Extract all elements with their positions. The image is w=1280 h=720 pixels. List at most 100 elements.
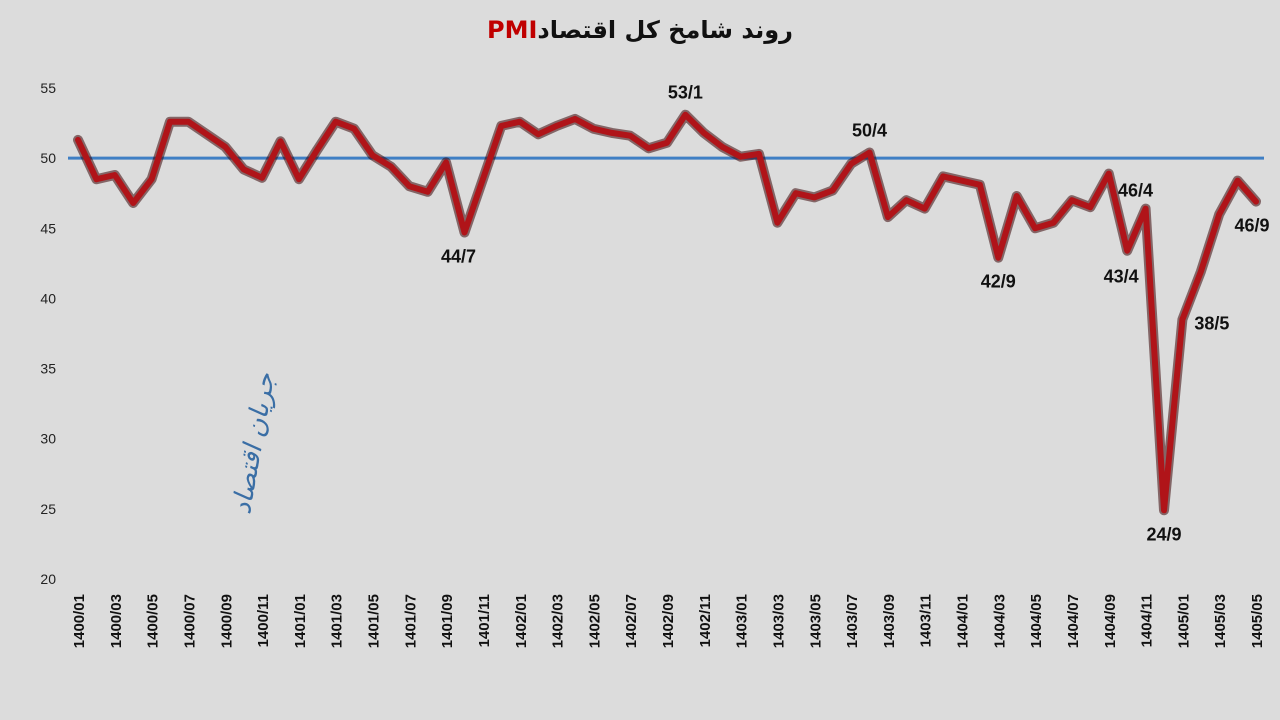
data-point: [1216, 212, 1222, 217]
chart-title-pmi: PMI: [487, 16, 537, 44]
x-tick-label: 1402/03: [550, 594, 567, 648]
data-point: [315, 147, 320, 152]
y-tick-label: 55: [40, 80, 56, 96]
x-tick-label: 1400/05: [145, 594, 162, 648]
data-point: [131, 200, 136, 206]
data-point: [425, 189, 430, 195]
data-point: [1124, 248, 1130, 253]
x-tick-label: 1402/05: [586, 594, 603, 648]
data-point: [535, 132, 541, 137]
x-tick-label: 1402/07: [623, 594, 640, 648]
x-tick-label: 1404/05: [1028, 594, 1045, 648]
data-point: [904, 198, 909, 203]
watermark-text: جریان اقتصاد: [227, 370, 281, 516]
data-label: 38/5: [1194, 313, 1229, 333]
data-point: [720, 144, 725, 150]
data-point: [812, 195, 817, 200]
data-point: [1253, 199, 1259, 204]
data-point: [591, 126, 596, 131]
data-point: [1198, 269, 1203, 274]
data-point: [701, 130, 707, 136]
watermark-logo: جریان اقتصاد: [227, 370, 281, 516]
data-point: [1106, 171, 1111, 176]
data-point: [388, 164, 394, 169]
y-tick-label: 45: [40, 220, 56, 236]
chart-title-text: روند شامخ کل اقتصاد: [537, 16, 793, 44]
data-label: 46/9: [1234, 216, 1269, 236]
y-tick-label: 50: [40, 150, 56, 166]
data-label: 53/1: [668, 83, 703, 103]
data-label: 42/9: [981, 272, 1016, 292]
data-point: [407, 184, 412, 189]
data-point: [848, 161, 854, 166]
data-point: [609, 130, 614, 136]
data-label: 46/4: [1118, 181, 1153, 201]
y-axis: 20 25 30 35 40 45 50 55: [40, 80, 56, 587]
x-tick-label: 1401/05: [366, 594, 383, 648]
y-tick-label: 30: [40, 431, 56, 447]
data-point: [867, 150, 872, 155]
x-tick-label: 1403/09: [881, 594, 898, 648]
data-point: [1161, 508, 1167, 513]
data-point: [443, 160, 449, 165]
data-point: [756, 151, 762, 157]
x-tick-label: 1403/11: [918, 594, 935, 647]
data-label: 44/7: [441, 246, 476, 266]
data-point: [241, 167, 246, 172]
data-point: [351, 126, 357, 131]
data-point: [1069, 198, 1075, 203]
data-point: [333, 119, 338, 124]
x-tick-label: 1404/03: [991, 594, 1008, 648]
data-point: [204, 132, 210, 137]
data-point: [996, 255, 1001, 260]
x-tick-label: 1405/05: [1249, 594, 1266, 648]
data-point: [646, 146, 651, 151]
data-point: [940, 174, 946, 179]
data-point: [959, 178, 964, 183]
x-tick-label: 1402/01: [513, 594, 530, 648]
y-tick-label: 40: [40, 290, 56, 306]
data-point: [75, 137, 81, 143]
data-label: 43/4: [1104, 267, 1139, 287]
x-tick-label: 1403/05: [807, 594, 824, 648]
data-point: [259, 175, 265, 180]
x-tick-label: 1405/03: [1212, 594, 1229, 648]
x-tick-label: 1404/11: [1139, 594, 1156, 647]
x-tick-label: 1403/07: [844, 594, 861, 648]
data-point: [296, 176, 302, 182]
data-point: [683, 112, 688, 117]
data-point: [499, 123, 504, 129]
x-axis: 1400/01 1400/03 1400/05 1400/07 1400/09 1400/…: [71, 594, 1266, 648]
data-point: [223, 144, 228, 150]
x-tick-label: 1401/03: [329, 594, 346, 648]
x-tick-label: 1401/07: [402, 594, 419, 648]
y-tick-label: 25: [40, 501, 56, 517]
data-point: [517, 119, 522, 124]
x-tick-label: 1403/03: [770, 594, 787, 648]
x-tick-label: 1403/01: [734, 594, 751, 648]
chart-title: PMIروند شامخ کل اقتصاد: [487, 16, 793, 44]
x-tick-label: 1400/07: [181, 594, 198, 648]
data-point: [554, 123, 559, 129]
data-point: [462, 230, 467, 235]
x-tick-label: 1402/09: [660, 594, 677, 648]
data-point: [278, 139, 283, 144]
data-point: [1180, 317, 1185, 322]
data-point: [480, 176, 486, 182]
data-point: [370, 153, 375, 158]
x-tick-label: 1401/01: [292, 594, 309, 648]
data-label: 50/4: [852, 121, 887, 141]
data-point: [627, 133, 633, 138]
data-point: [572, 116, 578, 122]
data-point: [167, 119, 173, 124]
data-point: [1088, 205, 1093, 210]
data-point: [885, 214, 891, 220]
y-tick-label: 20: [40, 571, 56, 587]
data-point: [793, 191, 799, 196]
x-tick-label: 1401/11: [476, 594, 493, 647]
x-tick-label: 1400/11: [255, 594, 272, 647]
x-tick-label: 1404/09: [1102, 594, 1119, 648]
data-point: [186, 119, 191, 124]
